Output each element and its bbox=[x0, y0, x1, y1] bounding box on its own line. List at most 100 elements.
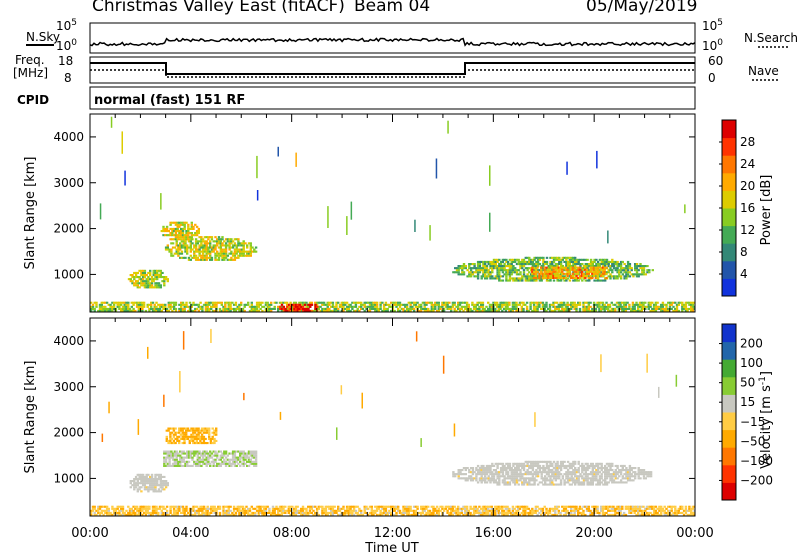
echo-cell bbox=[691, 303, 695, 306]
echo-cell bbox=[558, 258, 561, 261]
echo-cell bbox=[506, 475, 510, 478]
echo-cell bbox=[412, 309, 416, 312]
echo-cell bbox=[201, 509, 204, 512]
echo-cell bbox=[652, 303, 656, 306]
echo-cell bbox=[475, 477, 478, 480]
echo-cell bbox=[541, 307, 545, 310]
echo-cell bbox=[370, 305, 373, 308]
echo-cell bbox=[591, 473, 594, 476]
echo-cell bbox=[612, 471, 616, 474]
echo-cell bbox=[217, 464, 221, 467]
echo-cell bbox=[155, 301, 158, 304]
echo-cell bbox=[305, 305, 308, 308]
echo-cell bbox=[663, 307, 666, 310]
echo-cell bbox=[617, 303, 620, 306]
echo-cell bbox=[499, 265, 503, 268]
echo-cell bbox=[199, 505, 202, 508]
echo-cell bbox=[485, 473, 489, 476]
echo-cell bbox=[674, 309, 677, 312]
echo-cell bbox=[430, 511, 433, 514]
echo-cell bbox=[582, 303, 585, 306]
echo-cell bbox=[572, 256, 575, 259]
echo-cell bbox=[181, 429, 184, 432]
echo-cell bbox=[223, 254, 226, 257]
echo-cell bbox=[331, 511, 335, 514]
echo-cell bbox=[574, 479, 577, 482]
echo-cell bbox=[141, 305, 144, 308]
echo-cell bbox=[605, 260, 609, 263]
echo-cell bbox=[548, 303, 552, 306]
echo-cell bbox=[375, 507, 379, 510]
echo-cell bbox=[167, 442, 170, 445]
echo-cell bbox=[416, 301, 419, 304]
echo-cell bbox=[188, 507, 192, 510]
echo-cell bbox=[345, 309, 349, 312]
echo-cell bbox=[172, 505, 176, 508]
echo-cell bbox=[393, 303, 396, 306]
echo-cell bbox=[181, 442, 184, 445]
echo-cell bbox=[556, 265, 559, 268]
echo-cell bbox=[172, 301, 176, 304]
echo-cell bbox=[681, 307, 684, 310]
echo-cell bbox=[595, 471, 598, 474]
echo-cell bbox=[149, 284, 152, 287]
echo-cell bbox=[618, 469, 621, 472]
colorbar-tick-label: 20 bbox=[740, 179, 755, 193]
echo-cell bbox=[210, 452, 214, 455]
echo-cell bbox=[611, 258, 614, 261]
echo-cell bbox=[601, 301, 605, 304]
echo-cell bbox=[497, 309, 500, 312]
echo-cell bbox=[552, 301, 555, 304]
echo-cell bbox=[200, 244, 203, 247]
echo-cell bbox=[457, 469, 460, 472]
echo-cell bbox=[570, 266, 573, 269]
echo-cell bbox=[132, 301, 135, 304]
echo-cell bbox=[543, 307, 546, 310]
echo-cell bbox=[205, 244, 208, 247]
echo-cell bbox=[223, 256, 226, 259]
echo-cell bbox=[240, 242, 244, 245]
echo-cell bbox=[503, 464, 506, 467]
echo-cell bbox=[457, 305, 460, 308]
echo-cell bbox=[542, 469, 545, 472]
echo-cell bbox=[563, 479, 566, 482]
echo-cell bbox=[375, 301, 379, 304]
echo-cell bbox=[557, 307, 560, 310]
echo-cell bbox=[388, 305, 391, 308]
echo-cell bbox=[170, 442, 174, 445]
echo-cell bbox=[489, 263, 492, 266]
echo-cell bbox=[377, 513, 380, 516]
echo-cell bbox=[294, 505, 298, 508]
echo-cell bbox=[637, 471, 640, 474]
echo-cell bbox=[158, 309, 162, 312]
echo-cell bbox=[605, 469, 609, 472]
echo-cell bbox=[175, 242, 178, 245]
echo-cell bbox=[239, 244, 242, 247]
echo-cell bbox=[207, 236, 210, 239]
echo-cell bbox=[552, 473, 556, 476]
echo-cell bbox=[188, 307, 192, 310]
echo-cell bbox=[631, 301, 635, 304]
echo-cell bbox=[120, 303, 123, 306]
echo-cell bbox=[363, 303, 366, 306]
echo-cell bbox=[524, 267, 527, 270]
echo-cell bbox=[492, 301, 495, 304]
echo-cell bbox=[143, 274, 147, 277]
echo-cell bbox=[462, 305, 465, 308]
freq-top-label: 18 bbox=[58, 54, 73, 68]
echo-cell bbox=[478, 271, 482, 274]
echo-cell bbox=[209, 456, 212, 459]
echo-cell bbox=[628, 477, 632, 480]
echo-cell bbox=[112, 307, 116, 310]
echo-cell bbox=[552, 467, 556, 470]
echo-cell bbox=[482, 469, 485, 472]
echo-cell bbox=[305, 513, 308, 516]
echo-cell bbox=[545, 471, 549, 474]
echo-cell bbox=[624, 301, 628, 304]
echo-cell bbox=[188, 509, 192, 512]
echo-cell bbox=[224, 256, 228, 259]
echo-cell bbox=[691, 307, 695, 310]
echo-cell bbox=[637, 305, 640, 308]
echo-cell bbox=[494, 479, 497, 482]
echo-cell bbox=[478, 471, 482, 474]
